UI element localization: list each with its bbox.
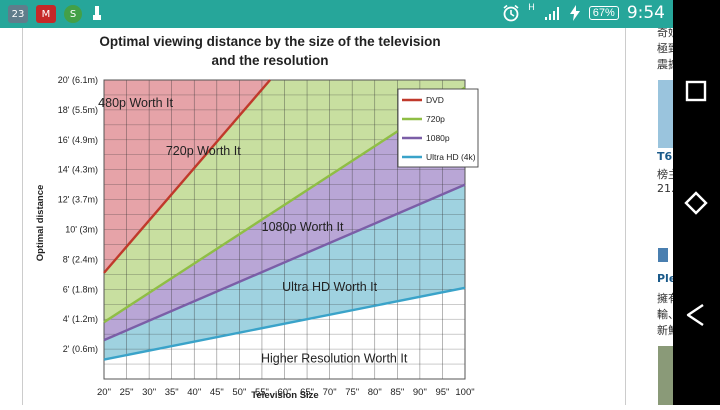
clock: 9:54 xyxy=(626,3,665,23)
signal-icon xyxy=(544,7,559,20)
y-tick-label: 4' (1.2m) xyxy=(63,314,98,324)
mcafee-icon: M xyxy=(36,5,56,23)
region-label: Ultra HD Worth It xyxy=(282,280,377,294)
notification-count-icon: 23 xyxy=(8,5,28,23)
series-line-ultra-hd-4k- xyxy=(103,286,466,361)
chart-svg: Optimal viewing distance by the size of … xyxy=(35,34,479,401)
charging-icon xyxy=(569,5,580,21)
x-tick-label: 75" xyxy=(345,387,359,398)
x-tick-label: 20" xyxy=(97,387,111,398)
side-snippet[interactable]: 極致 xyxy=(657,42,673,55)
y-tick-label: 18' (5.5m) xyxy=(58,105,98,115)
side-snippet[interactable]: 輸、 xyxy=(657,308,673,321)
legend-label: DVD xyxy=(426,95,444,105)
y-tick-label: 6' (1.8m) xyxy=(63,284,98,294)
y-axis-label: Optimal distance xyxy=(35,185,46,262)
y-tick-label: 12' (3.7m) xyxy=(58,195,98,205)
legend-label: Ultra HD (4k) xyxy=(426,152,476,162)
x-tick-label: 50" xyxy=(232,387,246,398)
x-tick-label: 55" xyxy=(255,387,269,398)
side-snippet[interactable]: Ple xyxy=(657,272,673,285)
x-tick-label: 95" xyxy=(435,387,449,398)
recent-apps-button[interactable] xyxy=(683,78,709,104)
signal-type: H xyxy=(528,2,535,12)
web-page[interactable]: Optimal viewing distance by the size of … xyxy=(0,28,673,405)
region-label: 1080p Worth It xyxy=(262,220,344,234)
s-app-icon: S xyxy=(64,5,82,23)
x-tick-label: 65" xyxy=(300,387,314,398)
region-label: Higher Resolution Worth It xyxy=(261,352,408,366)
x-tick-label: 85" xyxy=(390,387,404,398)
x-tick-label: 25" xyxy=(120,387,134,398)
home-button[interactable] xyxy=(683,190,709,216)
battery-indicator: 67% xyxy=(588,6,619,20)
side-thumbnail[interactable] xyxy=(658,346,673,405)
status-bar: 23 M S H 67% 9:54 xyxy=(0,0,673,28)
usb-icon xyxy=(90,5,104,23)
y-tick-label: 16' (4.9m) xyxy=(58,135,98,145)
x-axis-label: Television Size xyxy=(251,390,318,401)
x-tick-label: 80" xyxy=(368,387,382,398)
chart-image: Optimal viewing distance by the size of … xyxy=(22,28,626,405)
x-tick-label: 60" xyxy=(278,387,292,398)
alarm-icon xyxy=(503,4,519,22)
y-tick-label: 8' (2.4m) xyxy=(63,254,98,264)
y-tick-label: 10' (3m) xyxy=(65,225,98,235)
back-button[interactable] xyxy=(683,302,709,328)
x-tick-label: 100" xyxy=(455,387,474,398)
chart-title: Optimal viewing distance by the size of … xyxy=(99,34,440,49)
side-thumbnail[interactable] xyxy=(658,80,673,148)
region-label: 480p Worth It xyxy=(98,96,173,110)
x-tick-label: 90" xyxy=(413,387,427,398)
side-snippet[interactable]: 新鮮 xyxy=(657,324,673,337)
plot-border xyxy=(103,79,466,380)
legend: DVD 720p 1080p Ultra HD (4k) xyxy=(397,88,479,168)
side-snippet[interactable]: 震撼 xyxy=(657,58,673,71)
y-tick-label: 14' (4.3m) xyxy=(58,165,98,175)
notification-count: 23 xyxy=(11,8,25,20)
navigation-bar xyxy=(673,0,720,405)
legend-label: 1080p xyxy=(426,133,450,143)
region-label: 720p Worth It xyxy=(166,144,241,158)
x-tick-label: 40" xyxy=(187,387,201,398)
side-snippet[interactable]: 21. xyxy=(657,182,673,195)
y-tick-label: 2' (0.6m) xyxy=(63,344,98,354)
side-snippet[interactable]: 擁有 xyxy=(657,292,673,305)
chart-subtitle: and the resolution xyxy=(211,53,328,68)
side-snippet[interactable]: T6 xyxy=(657,150,673,163)
x-tick-label: 35" xyxy=(165,387,179,398)
x-tick-label: 45" xyxy=(210,387,224,398)
x-tick-label: 70" xyxy=(323,387,337,398)
side-snippet[interactable]: 榜主 xyxy=(657,168,673,181)
legend-box xyxy=(397,88,479,168)
series-line-dvd xyxy=(103,79,271,274)
status-bar-right: H 67% 9:54 xyxy=(502,2,665,23)
status-bar-left: 23 M S xyxy=(8,5,104,23)
legend-label: 720p xyxy=(426,114,445,124)
series-line-1080p xyxy=(103,183,466,342)
side-snippet[interactable]: 奇妙 xyxy=(657,28,673,39)
page-sidebar[interactable]: 奇妙 極致 震撼 T6 榜主 21. Ple 擁有 輸、 新鮮 xyxy=(640,28,673,405)
x-tick-label: 30" xyxy=(142,387,156,398)
side-thumbnail[interactable] xyxy=(658,248,668,262)
y-tick-label: 20' (6.1m) xyxy=(58,75,98,85)
